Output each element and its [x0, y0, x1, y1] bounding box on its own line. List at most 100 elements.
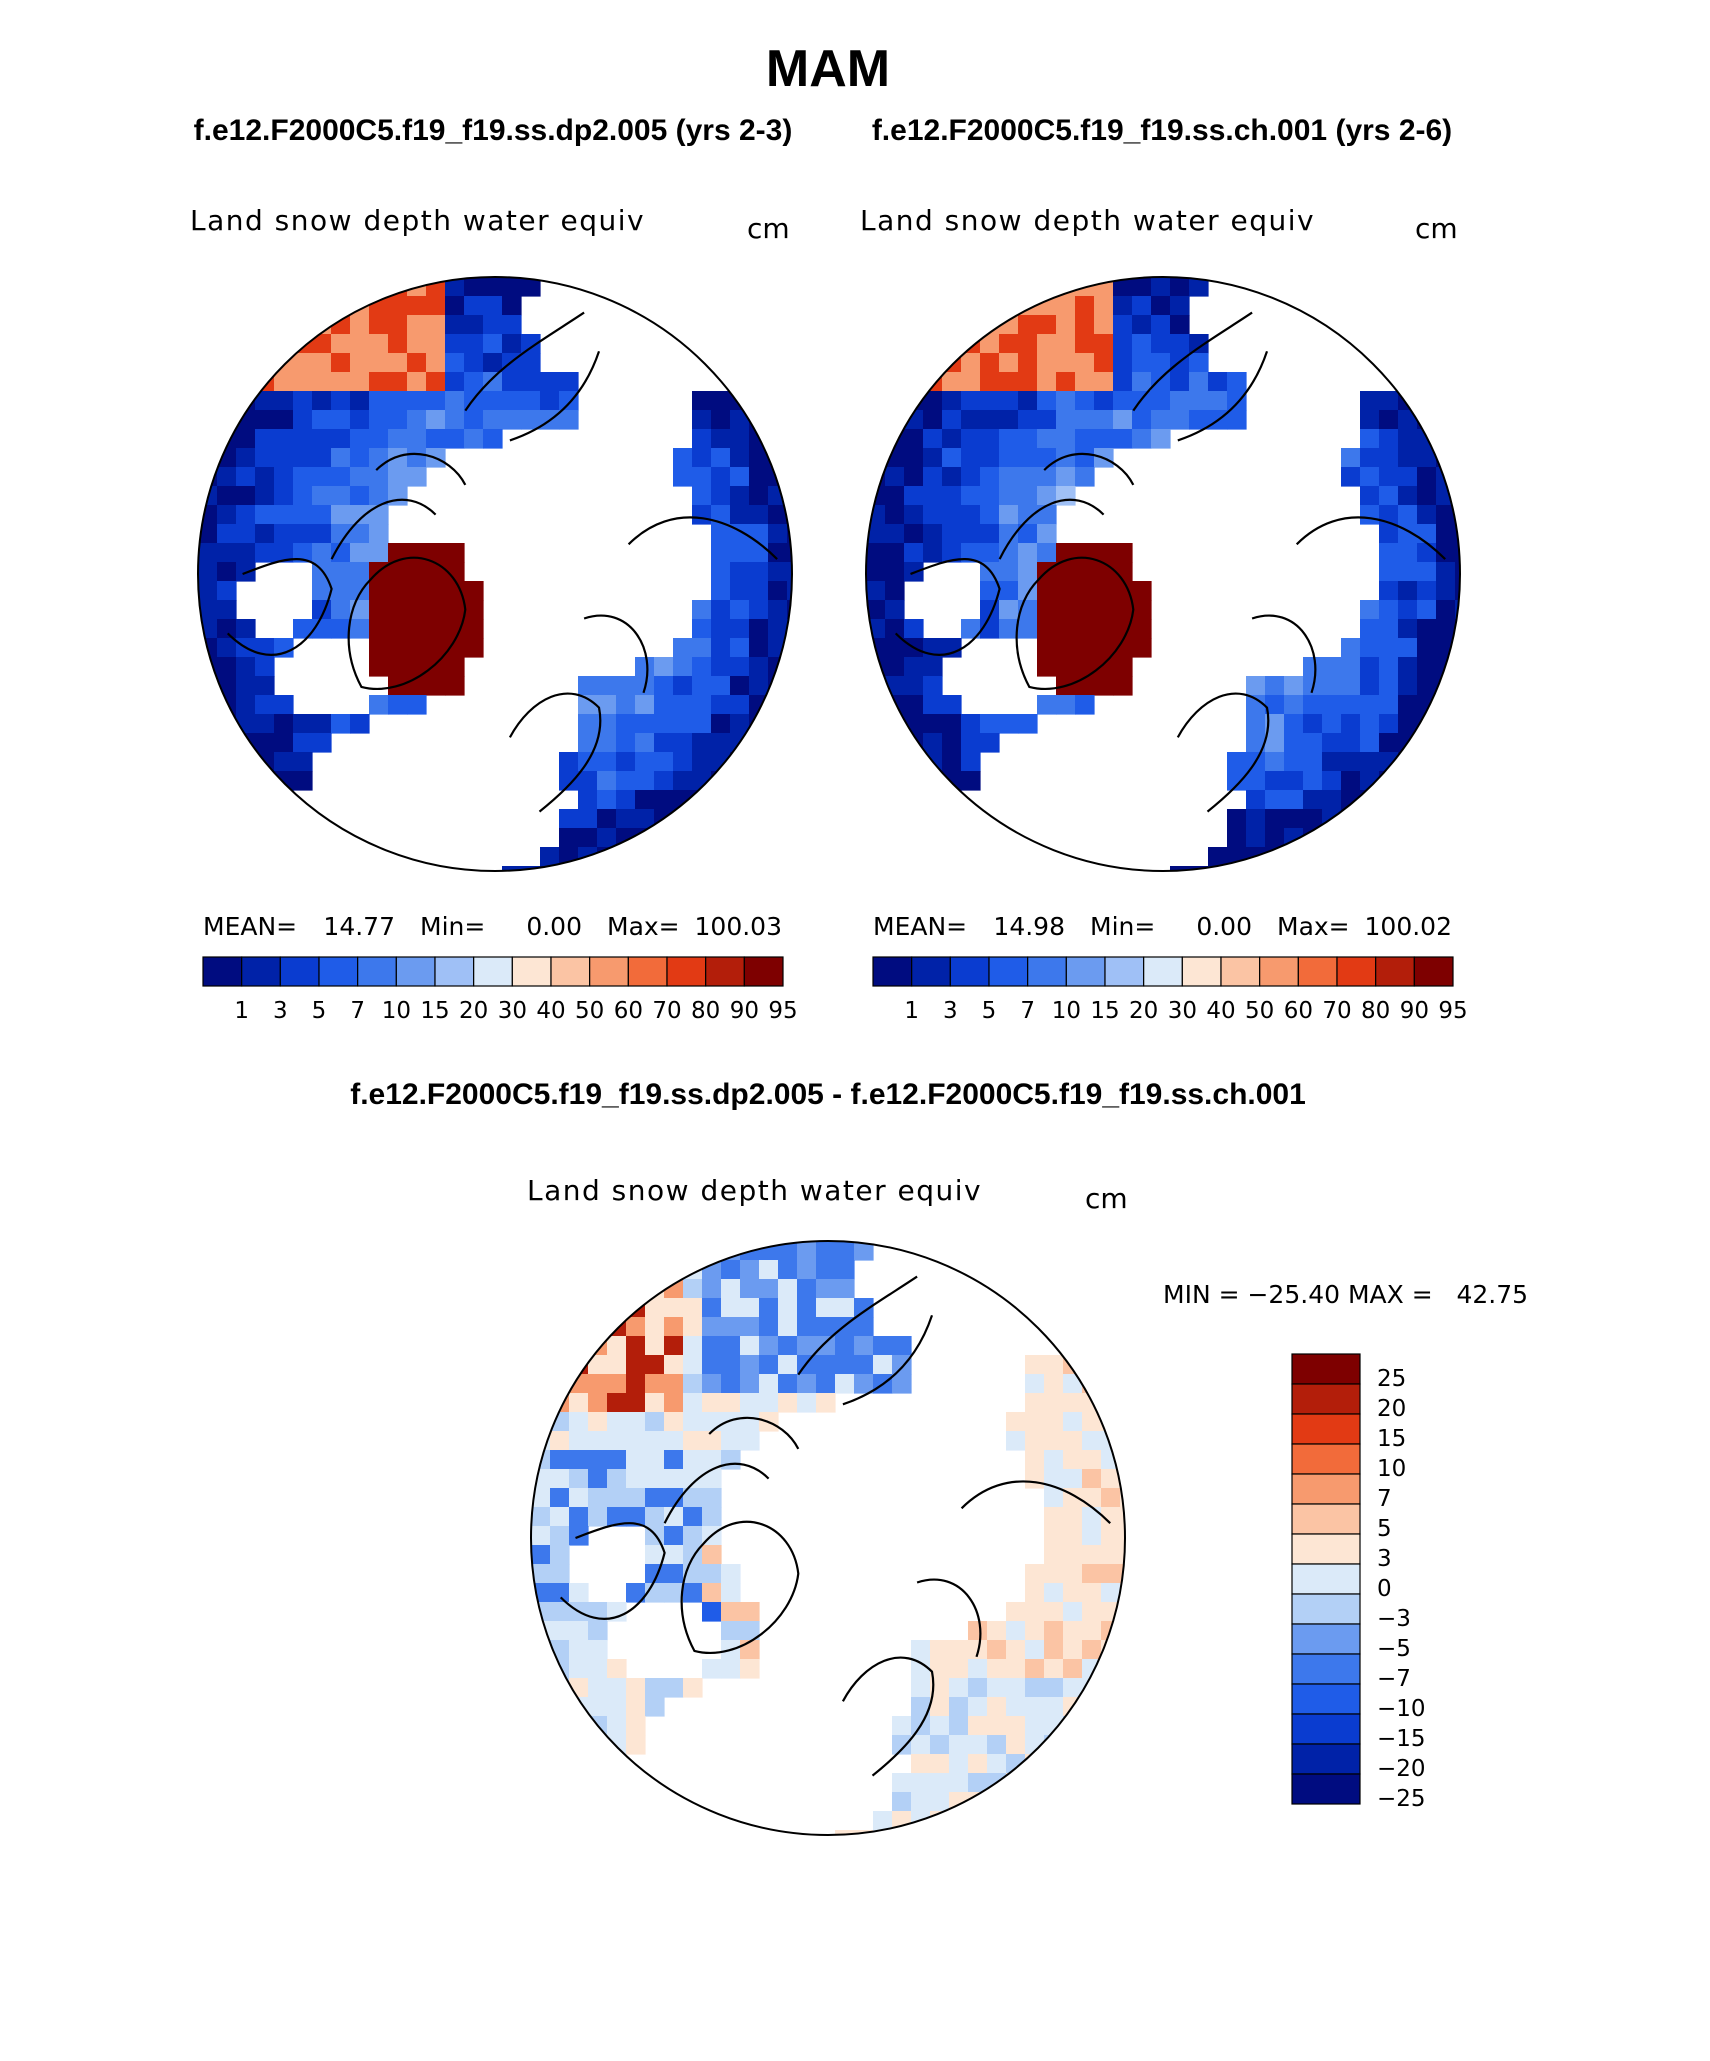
grid-cell — [607, 1412, 627, 1432]
grid-cell — [942, 410, 962, 430]
grid-cell — [635, 657, 655, 677]
grid-cell — [426, 429, 446, 449]
grid-cell — [683, 1374, 703, 1394]
colorbar-tick-label: 90 — [730, 998, 759, 1024]
grid-cell — [1379, 657, 1399, 677]
grid-cell — [407, 296, 427, 316]
grid-cell — [885, 695, 905, 715]
grid-cell — [540, 847, 560, 867]
grid-cell — [198, 524, 218, 544]
grid-cell — [1094, 600, 1114, 620]
colorbar-tick-label: 1 — [234, 998, 249, 1024]
colorbar-swatch — [988, 956, 1029, 987]
grid-cell — [702, 1450, 722, 1470]
grid-cell — [664, 1298, 684, 1318]
grid-cell — [388, 296, 408, 316]
grid-cell — [588, 1469, 608, 1489]
grid-cell — [1379, 695, 1399, 715]
grid-cell — [464, 334, 484, 354]
grid-cell — [274, 638, 294, 658]
grid-cell — [369, 448, 389, 468]
grid-cell — [1227, 752, 1247, 772]
grid-cell — [654, 771, 674, 791]
grid-cell — [1341, 695, 1361, 715]
coastline — [1132, 311, 1269, 442]
grid-cell — [445, 429, 465, 449]
grid-cell — [626, 1678, 646, 1698]
grid-cell — [274, 391, 294, 411]
grid-cell — [1284, 676, 1304, 696]
grid-cell — [816, 1260, 836, 1280]
grid-cell — [626, 1773, 646, 1793]
grid-cell — [616, 695, 636, 715]
grid-cell — [1379, 581, 1399, 601]
colorbar-swatch — [395, 956, 436, 987]
grid-cell — [1082, 1450, 1102, 1470]
grid-cell — [645, 1374, 665, 1394]
grid-cell — [1025, 1564, 1045, 1584]
grid-cell — [331, 448, 351, 468]
colorbar-swatch — [511, 956, 552, 987]
grid-cell — [331, 391, 351, 411]
grid-cell — [923, 467, 943, 487]
grid-cell — [464, 372, 484, 392]
grid-cell — [626, 1412, 646, 1432]
grid-cell — [949, 1811, 969, 1831]
grid-cell — [980, 334, 1000, 354]
grid-cell — [1398, 486, 1418, 506]
grid-cell — [949, 1640, 969, 1660]
grid-cell — [1063, 1450, 1083, 1470]
colorbar-swatch — [666, 956, 707, 987]
grid-cell — [961, 714, 981, 734]
grid-cell — [483, 353, 503, 373]
grid-cell — [388, 600, 408, 620]
grid-cell — [980, 391, 1000, 411]
grid-cell — [1455, 505, 1460, 525]
grid-cell — [255, 391, 275, 411]
grid-cell — [1063, 1355, 1083, 1375]
grid-cell — [999, 391, 1019, 411]
grid-cell — [1094, 543, 1114, 563]
grid-cell — [578, 714, 598, 734]
grid-cell — [540, 372, 560, 392]
grid-cell — [1044, 1488, 1064, 1508]
grid-cell — [331, 581, 351, 601]
grid-cell — [502, 372, 522, 392]
grid-cell — [923, 372, 943, 392]
grid-cell — [1227, 771, 1247, 791]
grid-cell — [1037, 277, 1057, 297]
grid-cell — [236, 676, 256, 696]
grid-cell — [312, 486, 332, 506]
grid-cell — [616, 771, 636, 791]
grid-cell — [797, 1260, 817, 1280]
grid-cell — [388, 410, 408, 430]
grid-cell — [673, 752, 693, 772]
grid-cell — [255, 771, 275, 791]
grid-cell — [1417, 486, 1437, 506]
grid-cell — [1082, 1431, 1102, 1451]
grid-cell — [664, 1355, 684, 1375]
grid-cell — [274, 771, 294, 791]
grid-cell — [702, 1602, 722, 1622]
grid-cell — [664, 1431, 684, 1451]
grid-cell — [1056, 315, 1076, 335]
grid-cell — [1379, 486, 1399, 506]
grid-cell — [426, 334, 446, 354]
grid-cell — [369, 277, 389, 297]
grid-cell — [1208, 866, 1228, 871]
grid-cell — [521, 391, 541, 411]
grid-cell — [1417, 467, 1437, 487]
coastline — [226, 558, 333, 656]
grid-cell — [866, 581, 886, 601]
grid-cell — [1113, 353, 1133, 373]
grid-cell — [1006, 1773, 1026, 1793]
grid-cell — [664, 1469, 684, 1489]
grid-cell — [1101, 1564, 1121, 1584]
grid-cell — [664, 1507, 684, 1527]
grid-cell — [816, 1317, 836, 1337]
colorbar-tick-label: 3 — [273, 998, 288, 1024]
grid-cell — [1113, 619, 1133, 639]
grid-cell — [1094, 638, 1114, 658]
grid-cell — [1044, 1431, 1064, 1451]
grid-cell — [1044, 1412, 1064, 1432]
